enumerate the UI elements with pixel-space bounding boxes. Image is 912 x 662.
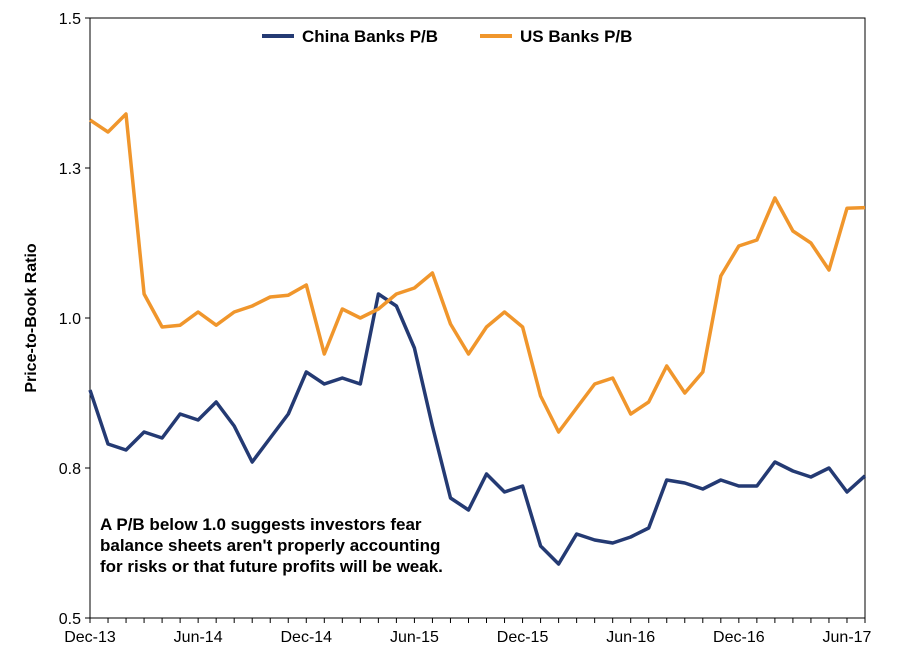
y-tick-label: 1.0 [59,311,81,328]
x-tick-label: Dec-13 [64,629,116,646]
legend: China Banks P/B US Banks P/B [262,27,632,46]
y-tick-label: 0.5 [59,611,81,628]
x-tick-label: Dec-15 [497,629,549,646]
x-tick-label: Jun-16 [606,629,655,646]
y-tick-label: 0.8 [59,461,81,478]
annotation-text: A P/B below 1.0 suggests investors fear … [100,515,443,576]
y-tick-label: 1.3 [59,161,81,178]
x-tick-label: Dec-16 [713,629,765,646]
series-line-china-banks [88,292,867,566]
legend-label-china: China Banks P/B [302,27,438,46]
plot-background [90,18,865,618]
x-tick-label: Jun-17 [823,629,872,646]
y-axis-label: Price-to-Book Ratio [23,243,40,393]
series-line-us-banks [89,112,866,434]
y-tick-label: 1.5 [59,11,81,28]
x-tick-label: Jun-15 [390,629,439,646]
axes: 0.5 0.8 1.0 1.3 1.5 Dec-13 Jun-14 Dec-14 Jun-15 D… [59,11,872,646]
x-tick-label: Jun-14 [174,629,223,646]
legend-label-us: US Banks P/B [520,27,632,46]
x-tick-label: Dec-14 [280,629,332,646]
series-layer [88,112,867,566]
